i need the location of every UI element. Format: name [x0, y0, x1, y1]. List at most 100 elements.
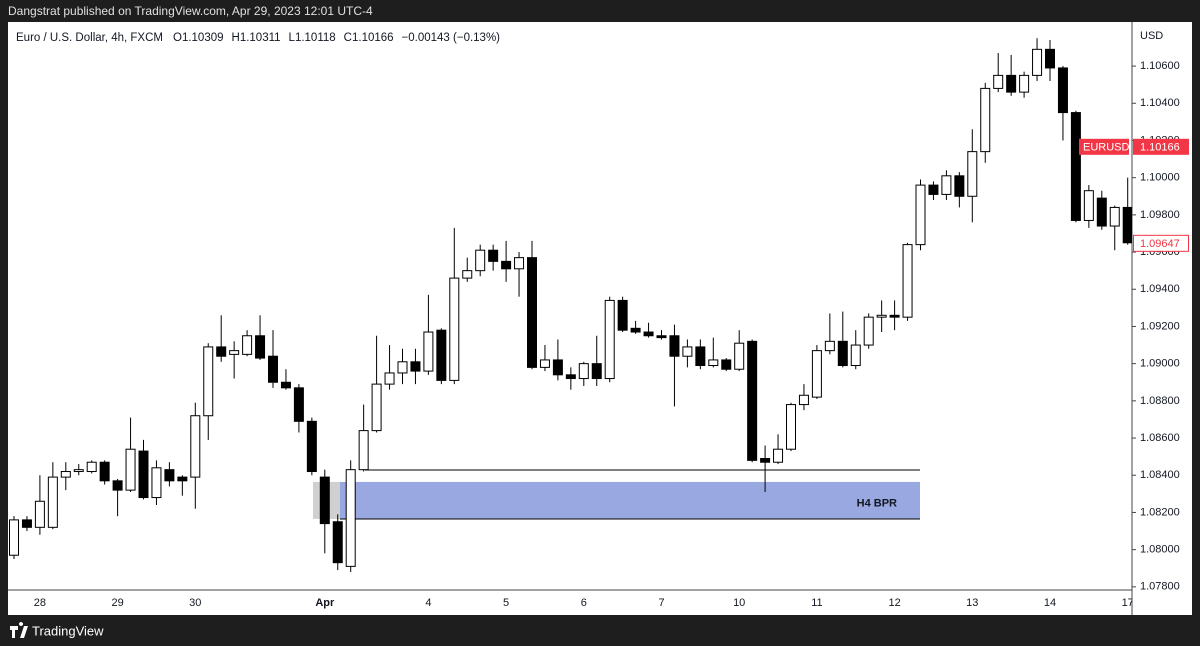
candle-body: [876, 314, 887, 318]
footer-text: TradingView: [32, 623, 104, 638]
candle-body: [850, 344, 861, 367]
candle-body: [1083, 190, 1094, 221]
candle-body: [902, 244, 913, 318]
candle-body: [125, 448, 136, 491]
candle-body: [786, 404, 796, 450]
candle-body: [604, 299, 615, 380]
candle-body: [721, 359, 732, 370]
candle-body: [527, 257, 537, 368]
candle-body: [1019, 74, 1030, 93]
candle-body: [488, 249, 499, 262]
candle-body: [824, 340, 835, 352]
plot: H4 BPR: [9, 38, 1132, 572]
candle-body: [203, 346, 214, 417]
candle-body: [345, 469, 356, 567]
legend-value: C1.10166: [344, 32, 394, 44]
chart-panel: [8, 22, 1192, 615]
candle-body: [9, 519, 19, 556]
candle-body: [643, 331, 654, 337]
candle-body: [371, 383, 382, 432]
price-badge: [1133, 234, 1189, 252]
candle-body: [293, 387, 304, 422]
candle-body: [34, 500, 45, 528]
candle-body: [863, 316, 874, 346]
price-badge: [1133, 138, 1189, 155]
candle-body: [151, 467, 162, 499]
footer-logo: TradingView: [10, 622, 104, 638]
y-tick-label: 1.08800: [1140, 395, 1180, 407]
candle-body: [319, 476, 330, 525]
candle-body: [1045, 48, 1055, 69]
zone: [340, 481, 920, 519]
y-tick-label: 1.09000: [1140, 358, 1180, 370]
candle-body: [630, 327, 641, 333]
legend: Euro / U.S. Dollar, 4h, FXCM O1.10309 H1.…: [16, 32, 500, 44]
candle-body: [552, 359, 563, 376]
x-tick-label: 29: [111, 597, 123, 609]
candle-body: [928, 184, 939, 195]
candle-body: [436, 329, 447, 381]
candle-body: [514, 257, 525, 270]
candle-body: [306, 420, 317, 473]
candle-body: [423, 331, 434, 372]
logo-icon: [10, 622, 28, 638]
symbol-badge-label: EURUSD: [1083, 142, 1130, 154]
y-tick-label: 1.08400: [1140, 469, 1180, 481]
candle-body: [734, 342, 745, 370]
legend-value: L1.10118: [289, 32, 336, 44]
candle-body: [1032, 48, 1043, 76]
candle-body: [798, 394, 809, 406]
y-tick-label: 1.09800: [1140, 209, 1180, 221]
candle-body: [190, 415, 201, 478]
candle-body: [229, 350, 240, 355]
x-tick-label: 14: [1044, 597, 1056, 609]
candle-body: [811, 350, 822, 398]
x-tick-label: 10: [733, 597, 745, 609]
candle-body: [86, 461, 97, 473]
x-tick-label: 12: [888, 597, 900, 609]
candle-body: [462, 270, 473, 279]
candle-body: [164, 469, 175, 482]
candle-body: [682, 346, 693, 357]
candle-body: [617, 299, 628, 331]
y-tick-label: 1.07800: [1140, 581, 1180, 593]
candle-body: [591, 363, 602, 380]
candle-body: [1006, 74, 1017, 93]
legend-title: Euro / U.S. Dollar, 4h, FXCM: [16, 32, 163, 44]
legend-value: O1.10309: [173, 32, 224, 44]
y-tick-label: 1.10600: [1140, 60, 1180, 72]
x-tick-label: Apr: [315, 597, 335, 609]
candle-body: [539, 359, 550, 368]
x-tick-label: 7: [658, 597, 664, 609]
candle-body: [501, 260, 512, 270]
y-tick-label: 1.10000: [1140, 172, 1180, 184]
x-tick-label: 6: [581, 597, 587, 609]
y-tick-label: 1.08200: [1140, 506, 1180, 518]
legend-value: −0.00143 (−0.13%): [402, 32, 501, 44]
candle-body: [565, 374, 576, 380]
candle-body: [177, 476, 188, 482]
y-tick-label: 1.09200: [1140, 320, 1180, 332]
candle-body: [332, 521, 343, 564]
x-tick-label: 30: [189, 597, 201, 609]
candle-body: [656, 335, 667, 339]
y-tick-label: 1.10400: [1140, 97, 1180, 109]
candle-body: [993, 74, 1004, 89]
price-badge-value: 1.10166: [1140, 142, 1180, 154]
candle-body: [73, 469, 84, 473]
candle-body: [216, 346, 227, 357]
candle-body: [954, 175, 965, 197]
candle-body: [915, 184, 926, 246]
candle-body: [242, 335, 253, 355]
candle-body: [773, 448, 784, 463]
candle-body: [99, 461, 110, 482]
symbol-badge: [1079, 138, 1129, 155]
x-tick-label: 28: [34, 597, 46, 609]
candle-body: [1109, 206, 1120, 227]
candle-body: [280, 381, 291, 389]
x-tick-label: 5: [503, 597, 509, 609]
legend-value: H1.10311: [232, 32, 281, 44]
candle-body: [578, 363, 589, 380]
candle-body: [708, 359, 719, 367]
candle-body: [397, 361, 408, 374]
